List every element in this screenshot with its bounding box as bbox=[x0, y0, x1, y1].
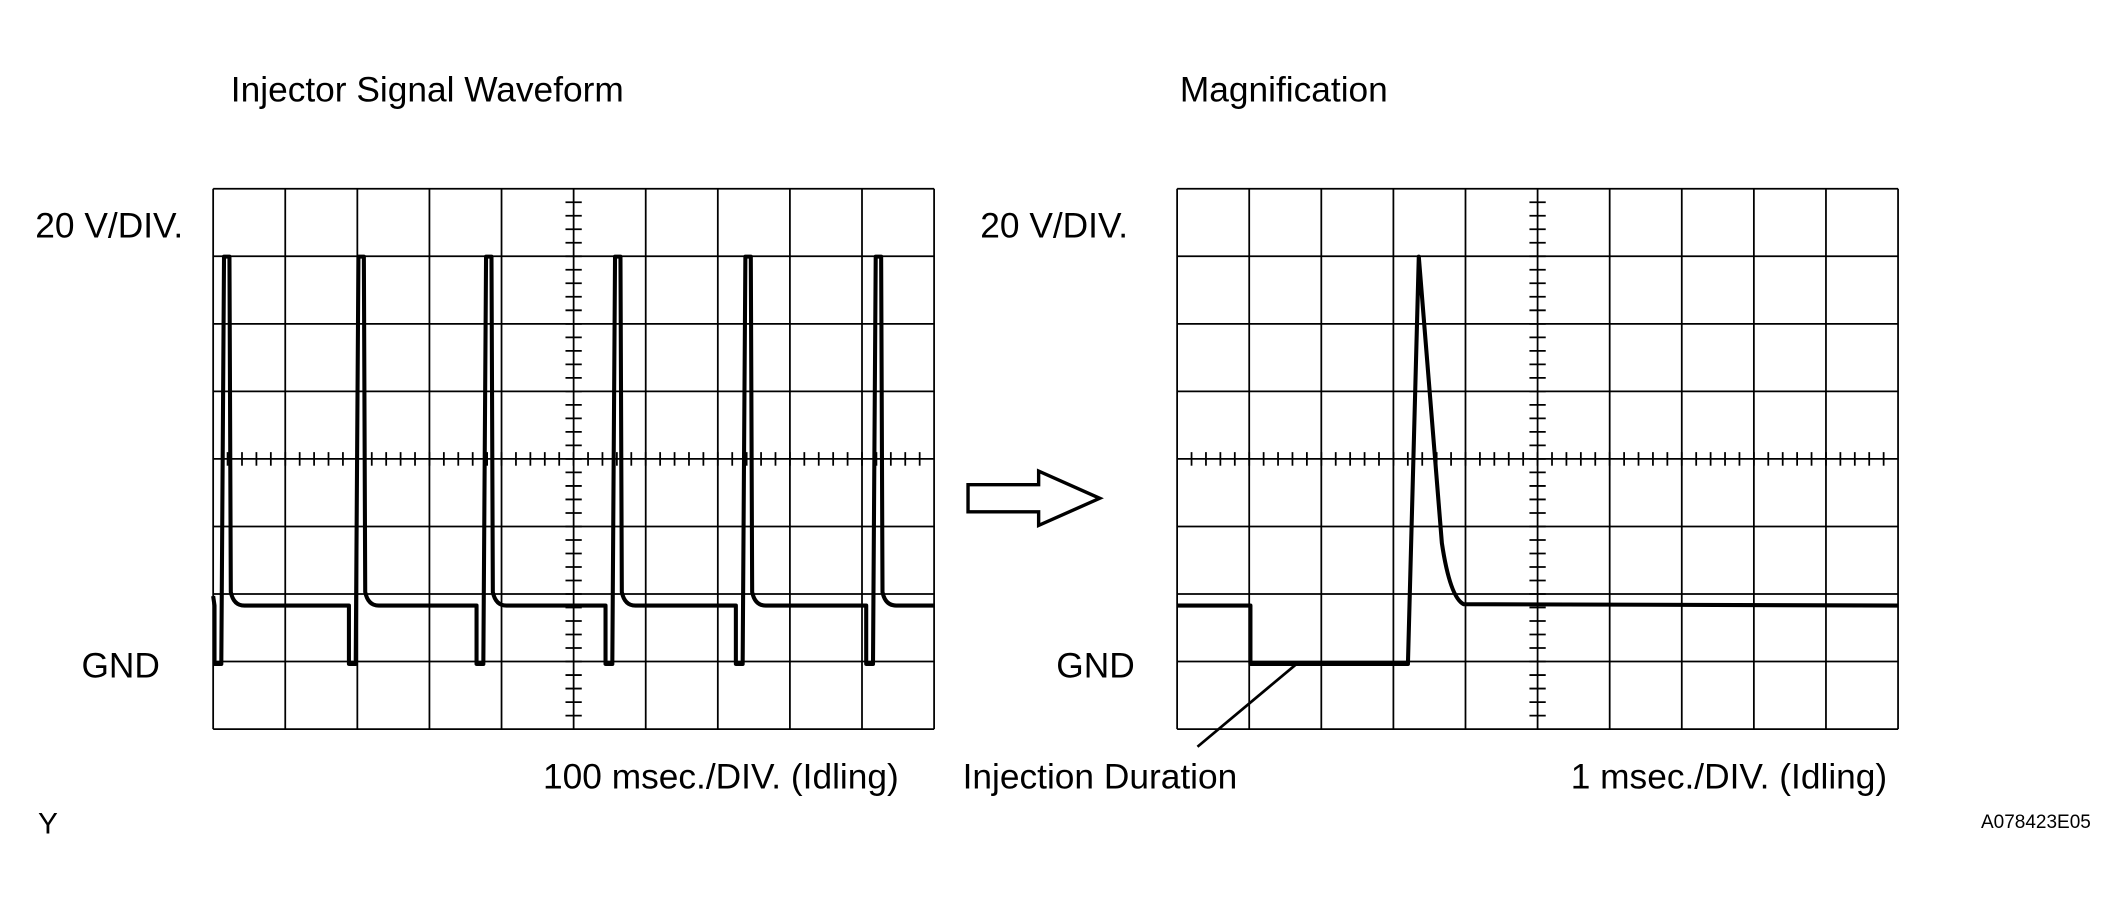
arrow bbox=[966, 468, 1104, 529]
left-ground-label: GND bbox=[81, 646, 159, 685]
right-waveform bbox=[1177, 254, 1899, 666]
left-title: Injector Signal Waveform bbox=[231, 71, 624, 110]
right-ground-label: GND bbox=[1056, 646, 1134, 685]
footer-mark: Y bbox=[38, 807, 58, 840]
right-time-scale: 1 msec./DIV. (Idling) bbox=[1571, 758, 1887, 797]
right-voltage-scale: 20 V/DIV. bbox=[980, 206, 1128, 245]
grids bbox=[212, 187, 1899, 730]
right-title: Magnification bbox=[1180, 71, 1388, 110]
left-time-scale: 100 msec./DIV. (Idling) bbox=[543, 758, 899, 797]
left-waveform bbox=[211, 254, 935, 666]
annotation: Injection Duration bbox=[963, 758, 1238, 797]
annotation-leader bbox=[1196, 662, 1298, 748]
figure-id: A078423E05 bbox=[1981, 812, 2091, 833]
left-voltage-scale: 20 V/DIV. bbox=[35, 206, 183, 245]
